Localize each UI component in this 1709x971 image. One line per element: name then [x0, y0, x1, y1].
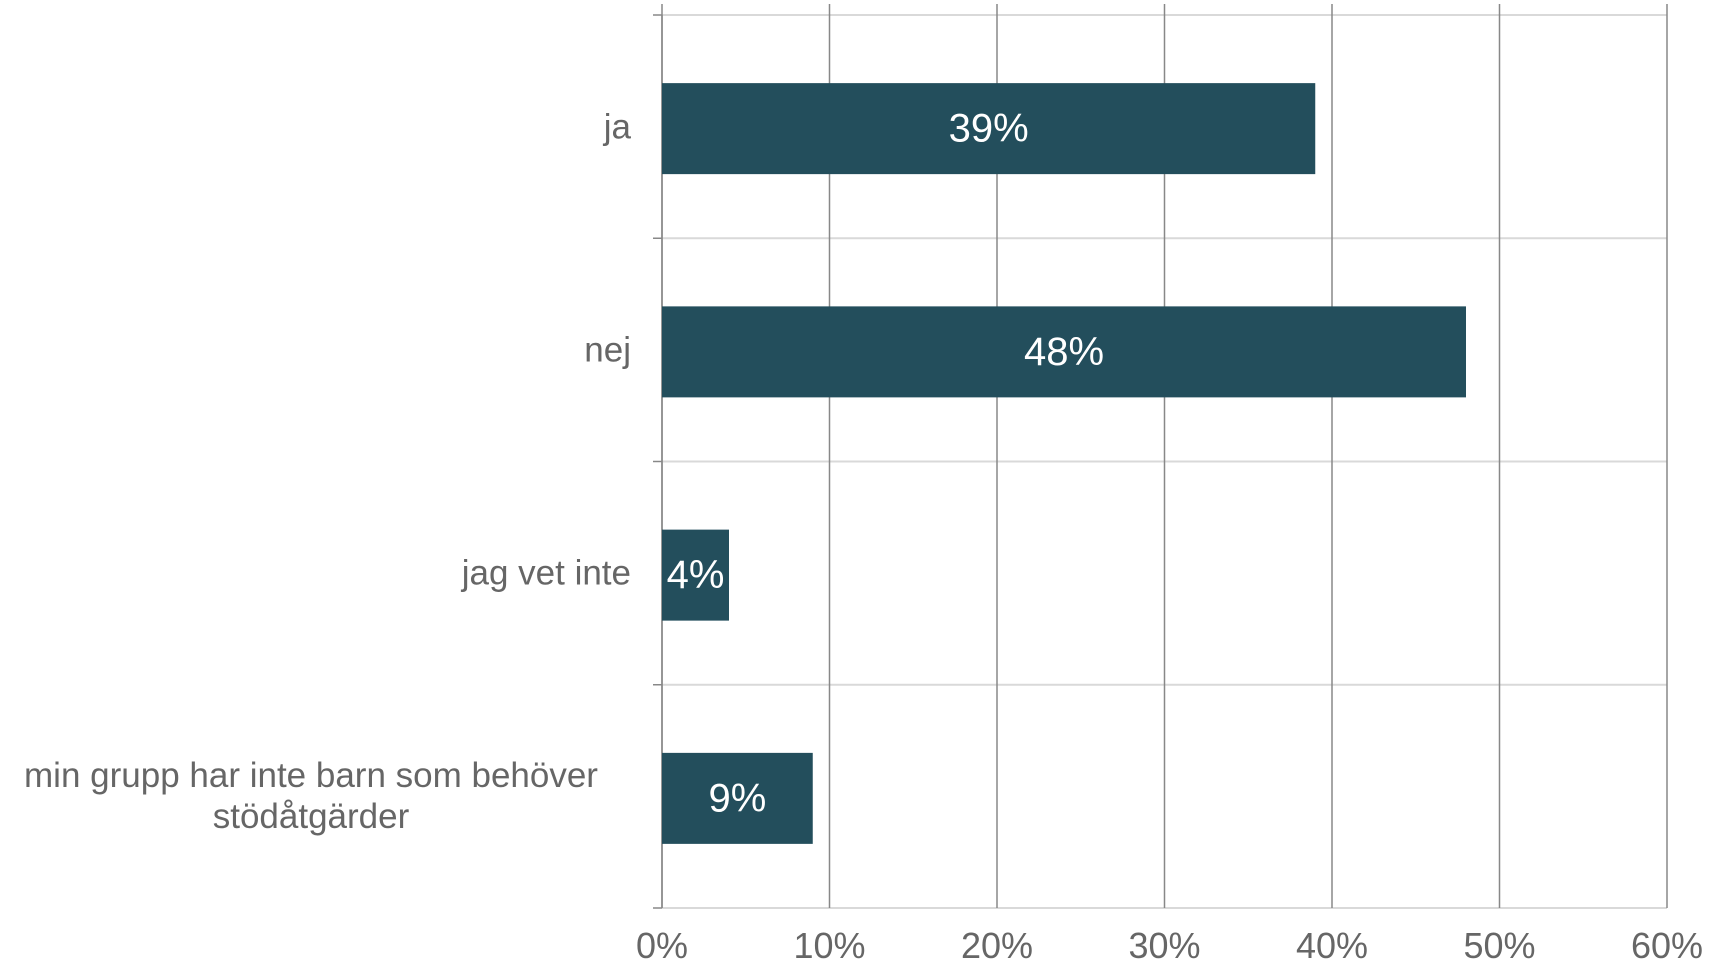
data-label: 48% [1024, 330, 1104, 374]
x-tick-label: 0% [636, 925, 688, 966]
category-label: ja [603, 107, 631, 147]
bar [662, 83, 1316, 175]
x-tick-label: 30% [1128, 925, 1200, 966]
x-tick-label: 60% [1631, 925, 1703, 966]
data-label: 39% [949, 107, 1029, 151]
data-label: 9% [708, 776, 766, 820]
category-label: jag vet inte [461, 553, 631, 593]
x-tick-label: 10% [793, 925, 865, 966]
bar [662, 752, 813, 844]
data-label: 4% [667, 553, 725, 597]
x-tick-label: 20% [961, 925, 1033, 966]
category-label: min grupp har inte barn som behöver stöd… [24, 756, 598, 837]
x-tick-label: 50% [1463, 925, 1535, 966]
bar [662, 306, 1466, 398]
bar [662, 529, 729, 621]
category-label: nej [584, 330, 631, 370]
x-tick-label: 40% [1296, 925, 1368, 966]
